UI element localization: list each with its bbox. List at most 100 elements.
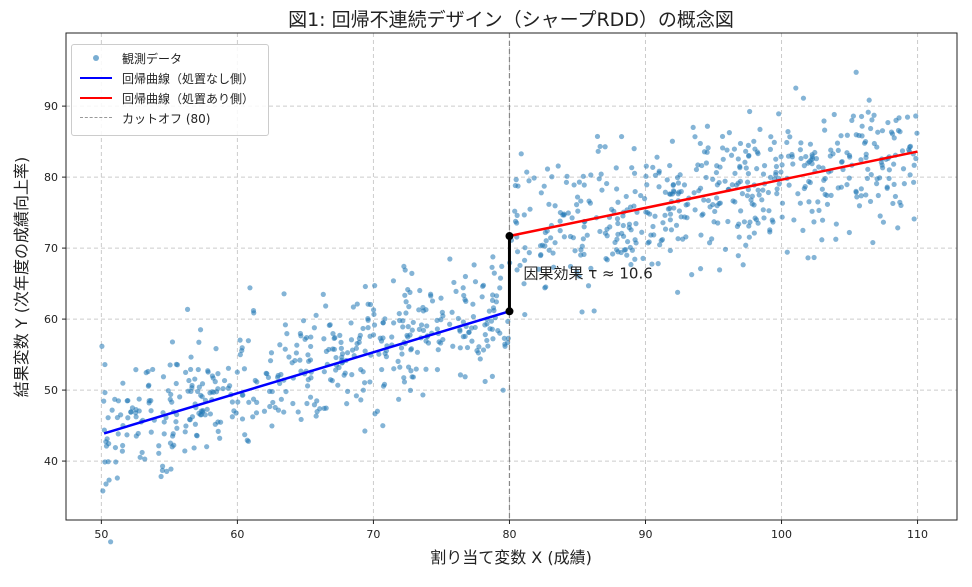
scatter-marker-icon [80, 53, 112, 63]
data-point [557, 228, 563, 234]
data-point [868, 171, 874, 178]
data-point [240, 392, 246, 398]
data-point [298, 333, 304, 339]
data-point [501, 335, 507, 341]
data-point [742, 159, 748, 165]
data-point [754, 166, 760, 172]
data-point [753, 217, 760, 223]
data-point [621, 247, 627, 253]
data-point [675, 236, 681, 242]
data-point [706, 240, 713, 246]
data-point [435, 347, 441, 353]
data-point [893, 117, 899, 123]
data-point [859, 123, 865, 129]
data-point [409, 374, 415, 380]
data-point [714, 195, 720, 201]
effect-annotation: 因果効果 τ ≈ 10.6 [523, 265, 652, 283]
data-point [773, 171, 779, 178]
data-point [615, 220, 621, 227]
data-point [747, 219, 753, 225]
data-point [480, 347, 487, 353]
data-point [524, 169, 530, 175]
data-point [868, 125, 874, 132]
data-point [865, 166, 871, 172]
data-point [294, 342, 300, 348]
data-point [261, 408, 268, 414]
data-point [656, 170, 662, 176]
data-point [659, 237, 666, 243]
data-point [265, 374, 272, 381]
data-point [752, 146, 758, 152]
data-point [744, 179, 751, 185]
data-point [549, 174, 555, 180]
data-point [691, 190, 697, 196]
data-point [767, 174, 774, 180]
data-point [188, 388, 194, 395]
data-point [380, 335, 386, 341]
data-point [629, 165, 635, 171]
data-point [604, 233, 610, 239]
data-point [576, 179, 582, 185]
data-point [349, 372, 355, 378]
data-point [469, 338, 475, 344]
data-point [308, 343, 314, 350]
data-point [738, 208, 744, 214]
data-point [199, 381, 206, 387]
data-point [461, 292, 467, 299]
data-point [333, 354, 339, 361]
data-point [911, 179, 917, 185]
data-point [773, 163, 780, 170]
data-point [801, 163, 807, 169]
data-point [610, 251, 616, 257]
data-point [722, 246, 729, 252]
data-point [408, 368, 414, 374]
data-point [613, 165, 619, 171]
data-point [235, 399, 241, 405]
data-point [869, 117, 875, 123]
data-point [693, 166, 700, 173]
data-point [569, 215, 575, 221]
y-tick-label: 60 [44, 313, 58, 326]
data-point [380, 423, 386, 429]
data-point [450, 343, 456, 349]
data-point [886, 167, 892, 173]
data-point [578, 247, 584, 253]
data-point [405, 286, 411, 293]
data-point [561, 212, 567, 218]
data-point [337, 332, 343, 338]
data-point [370, 307, 377, 313]
data-point [784, 249, 790, 255]
data-point [453, 288, 459, 294]
data-point [254, 399, 260, 406]
data-point [304, 400, 310, 407]
data-point [367, 333, 373, 339]
data-point [895, 225, 901, 231]
data-point [736, 234, 742, 240]
data-point [493, 293, 500, 299]
data-point [650, 164, 656, 170]
data-point [870, 239, 876, 246]
data-point [797, 147, 803, 153]
data-point [803, 153, 809, 160]
data-point [755, 187, 761, 193]
data-point [514, 249, 521, 255]
data-point [438, 317, 444, 323]
data-point [462, 333, 468, 340]
data-point [594, 133, 601, 140]
data-point [470, 301, 476, 307]
data-point [856, 203, 863, 209]
data-point [278, 396, 284, 402]
y-tick-label: 70 [44, 242, 58, 255]
data-point [246, 399, 252, 405]
data-point [667, 217, 673, 223]
data-point [619, 230, 625, 236]
data-point [671, 205, 677, 211]
data-point [391, 366, 397, 372]
data-point [183, 369, 189, 375]
data-point [581, 182, 587, 188]
data-point [760, 207, 766, 213]
data-point [490, 292, 496, 298]
data-point [335, 382, 341, 388]
data-point [809, 208, 815, 214]
data-point [293, 350, 299, 356]
